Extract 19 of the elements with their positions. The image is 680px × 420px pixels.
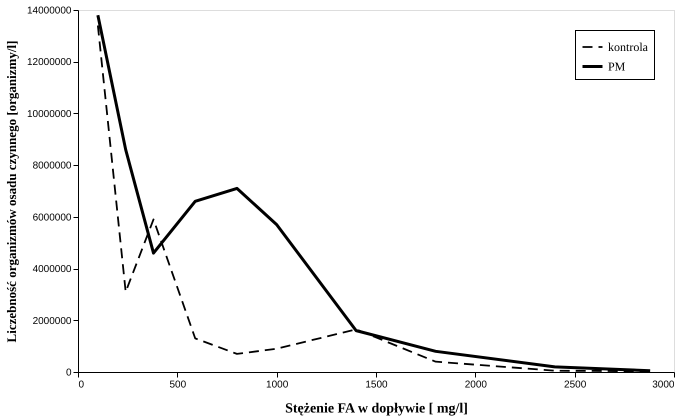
- x-axis-title: Stężenie FA w dopływie [ mg/l]: [285, 402, 468, 416]
- y-tick-label: 14000000: [27, 6, 72, 16]
- legend-label: PM: [608, 60, 626, 74]
- x-tick-label: 0: [78, 380, 84, 390]
- x-tick-label: 3000: [652, 380, 675, 390]
- y-tick-label: 0: [66, 368, 72, 378]
- x-tick-label: 1000: [266, 380, 289, 390]
- legend-label: kontrola: [608, 40, 649, 54]
- y-axis-title: Liczebność organizmów osadu czynnego [organizmy/l]: [4, 40, 20, 342]
- x-tick-label: 500: [169, 380, 187, 390]
- x-tick-label: 2500: [564, 380, 587, 390]
- y-tick-label: 8000000: [32, 160, 72, 172]
- y-tick-label: 12000000: [27, 57, 72, 68]
- x-tick-label: 2000: [464, 380, 488, 390]
- y-tick-label: 6000000: [32, 212, 72, 224]
- x-tick-label: 1500: [365, 380, 388, 390]
- y-tick-label: 4000000: [32, 264, 72, 276]
- y-tick-label: 10000000: [27, 108, 72, 120]
- y-tick-label: 2000000: [32, 316, 72, 327]
